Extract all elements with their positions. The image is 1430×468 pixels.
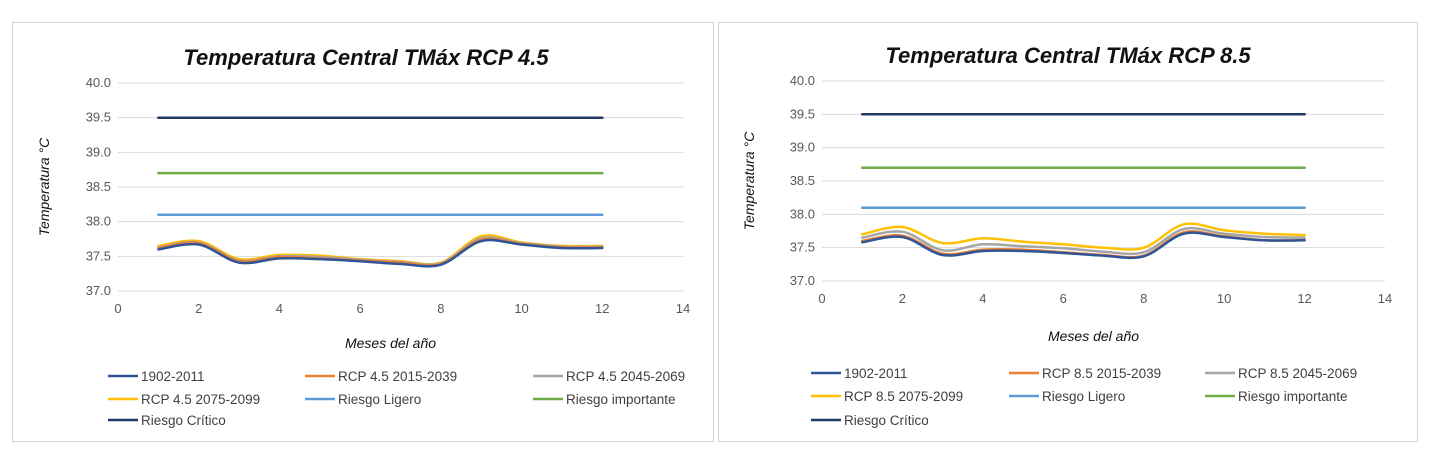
- x-tick-label: 14: [1378, 291, 1392, 306]
- y-tick-label: 37.5: [790, 240, 815, 255]
- x-tick-label: 4: [276, 301, 283, 316]
- y-tick-label: 39.5: [86, 110, 111, 125]
- x-tick-label: 8: [437, 301, 444, 316]
- y-tick-label: 39.0: [790, 140, 815, 155]
- x-axis-title: Meses del año: [1048, 328, 1139, 344]
- chart-panel-rcp85: Temperatura Central TMáx RCP 8.5 37.0 37.5…: [718, 22, 1418, 442]
- x-tick-label: 10: [514, 301, 528, 316]
- series-line-rcp-8-5-2075-2099: [860, 222, 1306, 251]
- y-tick-label: 40.0: [86, 75, 111, 90]
- x-axis-title: Meses del año: [345, 335, 436, 351]
- chart-title: Temperatura Central TMáx RCP 4.5: [183, 45, 549, 70]
- series-line-rcp-8-5-2045-2069: [860, 226, 1306, 256]
- y-tick-label: 38.0: [790, 206, 815, 221]
- y-tick-label: 39.5: [790, 106, 815, 121]
- y-tick-label: 37.0: [86, 283, 111, 298]
- legend-label: Riesgo Ligero: [338, 392, 421, 407]
- legend-label: Riesgo importante: [566, 392, 676, 407]
- legend-label: RCP 8.5 2015-2039: [1042, 366, 1161, 381]
- legend-label: RCP 4.5 2075-2099: [141, 392, 260, 407]
- y-axis-title: Temperatura °C: [36, 137, 52, 236]
- y-tick-label: 37.5: [86, 248, 111, 263]
- chart-panel-rcp45: Temperatura Central TMáx RCP 4.5 37.0 37.5…: [12, 22, 714, 442]
- x-tick-label: 2: [195, 301, 202, 316]
- x-tick-label: 6: [1060, 291, 1067, 306]
- y-tick-label: 40.0: [790, 73, 815, 88]
- legend-label: Riesgo importante: [1238, 389, 1348, 404]
- x-tick-label: 6: [357, 301, 364, 316]
- legend-label: RCP 8.5 2045-2069: [1238, 366, 1357, 381]
- y-tick-label: 38.0: [86, 214, 111, 229]
- chart-title: Temperatura Central TMáx RCP 8.5: [885, 43, 1251, 68]
- legend-label: RCP 4.5 2015-2039: [338, 369, 457, 384]
- y-tick-label: 38.5: [86, 179, 111, 194]
- chart-rcp45: Temperatura Central TMáx RCP 4.5 37.0 37.5…: [36, 45, 690, 428]
- series-line-1902-2011: [157, 238, 604, 268]
- legend-label: Riesgo Ligero: [1042, 389, 1125, 404]
- x-tick-label: 0: [818, 291, 825, 306]
- x-tick-label: 8: [1140, 291, 1147, 306]
- x-tick-label: 12: [595, 301, 609, 316]
- x-tick-label: 4: [979, 291, 986, 306]
- y-tick-label: 38.5: [790, 173, 815, 188]
- y-axis-title: Temperatura °C: [741, 131, 757, 230]
- x-tick-label: 12: [1297, 291, 1311, 306]
- series-line-1902-2011: [860, 231, 1306, 260]
- legend-label: Riesgo Crítico: [844, 413, 929, 428]
- x-tick-label: 0: [114, 301, 121, 316]
- legend-label: RCP 4.5 2045-2069: [566, 369, 685, 384]
- x-tick-label: 2: [899, 291, 906, 306]
- legend-label: 1902-2011: [844, 366, 908, 381]
- legend-label: Riesgo Crítico: [141, 413, 226, 428]
- x-tick-label: 14: [676, 301, 690, 316]
- legend-label: RCP 8.5 2075-2099: [844, 389, 963, 404]
- y-tick-label: 37.0: [790, 273, 815, 288]
- x-tick-label: 10: [1217, 291, 1231, 306]
- chart-rcp85: Temperatura Central TMáx RCP 8.5 37.0 37.5…: [741, 43, 1392, 428]
- legend-label: 1902-2011: [141, 369, 205, 384]
- y-tick-label: 39.0: [86, 144, 111, 159]
